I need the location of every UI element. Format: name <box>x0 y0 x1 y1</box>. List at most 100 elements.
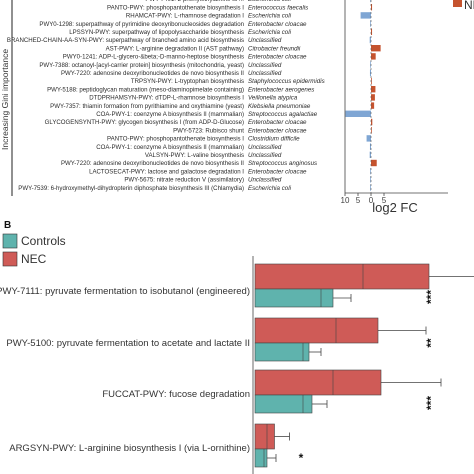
panel-a-pathway-label: COA-PWY-1: coenzyme A biosynthesis II (m… <box>96 111 244 118</box>
panel-a-bar <box>371 127 372 134</box>
panel-a-bar <box>360 12 371 19</box>
panel-a-bar <box>369 143 371 150</box>
panel-a-organism-label: Unclassified <box>248 62 282 69</box>
panel-a-pathway-label: AST-PWY: L-arginine degradation II (AST … <box>106 45 244 52</box>
panel-a-bar <box>370 20 371 27</box>
panel-a-organism-label: Enterobacter cloacae <box>248 54 307 61</box>
panel-a-pathway-label: PWY-5675: nitrate reduction V (assimilat… <box>124 177 244 184</box>
panel-a-pathway-label: BRANCHED-CHAIN-AA-SYN-PWY: superpathway … <box>7 37 244 44</box>
panel-a-bar <box>371 118 373 126</box>
panel-a-bar <box>371 86 376 93</box>
panel-b-significance: * <box>299 451 304 465</box>
panel-a-tick-label: 5 <box>382 196 387 205</box>
panel-a-pathway-label: TRPSYN-PWY: L-tryptophan biosynthesis <box>131 78 244 85</box>
panel-b-bar-controls <box>254 448 268 468</box>
panel-a-pathway-label: LACTOSECAT-PWY: lactose and galactose de… <box>89 168 244 175</box>
panel-a-pathway-label: PWY0-1298: superpathway of pyrimidine de… <box>39 21 244 28</box>
panel-a-organism-label: Unclassified <box>248 70 282 77</box>
legend-label-controls: Controls <box>21 234 66 248</box>
panel-a-bar <box>371 45 381 52</box>
panel-a-pathway-label: COA-PWY-1: coenzyme A biosynthesis II (m… <box>96 144 244 151</box>
panel-b-bar-controls <box>254 342 310 362</box>
panel-a-organism-label: Unclassified <box>248 152 282 159</box>
panel-a-bar <box>345 110 371 117</box>
panel-a-organism-label: Veillonella atypica <box>248 95 298 102</box>
panel-a-pathway-label: PWY0-1241: ADP-L-glycero-&beta;-D-manno-… <box>63 54 244 61</box>
panel-a-bar <box>366 135 371 142</box>
panel-a-pathway-label: LPSSYN-PWY: superpathway of lipopolysacc… <box>69 29 244 36</box>
panel-a-organism-label: Citrobacter freundii <box>248 45 301 52</box>
panel-b-category-label: FUCCAT-PWY: fucose degradation <box>102 389 250 400</box>
panel-a-organism-label: Unclassified <box>248 37 282 44</box>
panel-a-pathway-label: PWY-5188: peptidoglycan maturation (meso… <box>47 86 244 93</box>
panel-b-category-label: PWY-7111: pyruvate fermentation to isobu… <box>0 286 250 297</box>
panel-a-bar <box>371 28 373 35</box>
panel-a-tick-label: 10 <box>341 196 350 205</box>
panel-a-organism-label: Enterobacter cloacae <box>248 21 307 28</box>
panel-a-organism-label: Enterobacter cloacae <box>248 168 307 175</box>
panel-a-bar <box>371 53 376 60</box>
panel-a-organism-label: Klebsiella pneumoniae <box>248 103 311 110</box>
panel-a-bar <box>370 184 371 191</box>
panel-a-organism-label: Escherichia coli <box>248 0 292 3</box>
panel-a-bar <box>371 77 372 85</box>
panel-a-bar <box>371 102 375 109</box>
legend-swatch-nec <box>2 251 18 267</box>
panel-a-organism-label: Enterococcus faecalis <box>248 4 308 11</box>
panel-a-pathway-label: DTDPRHAMSYN-PWY: dTDP-L-rhamnose biosynt… <box>89 95 244 102</box>
panel-b-bar-nec <box>254 317 379 344</box>
panel-a-bar <box>370 61 371 68</box>
panel-a-bar <box>369 69 371 76</box>
panel-b-group: FUCCAT-PWY: fucose degradation *** <box>102 369 442 414</box>
panel-a-bar <box>370 176 371 183</box>
panel-a-organism-label: Streptococcus agalactiae <box>248 111 318 118</box>
legend-label-nec: NEC <box>21 252 47 266</box>
panel-b-group: ARGSYN-PWY: L-arginine biosynthesis I (v… <box>9 423 304 468</box>
panel-b-significance: *** <box>424 290 438 304</box>
panel-a-bar <box>371 94 375 101</box>
panel-b-group: PWY-5100: pyruvate fermentation to aceta… <box>6 317 438 362</box>
panel-a-bar <box>371 4 373 11</box>
panel-a-pathway-label: VALSYN-PWY: L-valine biosynthesis <box>145 152 244 159</box>
panel-a-organism-label: Staphylococcus epidermidis <box>248 78 325 85</box>
panel-a-pathway-label: PWY-7539: 6-hydroxymethyl-dihydropterin … <box>18 185 244 192</box>
panel-a-bar <box>369 36 371 44</box>
panel-a-organism-label: Enterobacter aerogenes <box>248 86 314 93</box>
panel-b-bar-controls <box>254 394 313 414</box>
panel-b-group: PWY-7111: pyruvate fermentation to isobu… <box>0 263 474 308</box>
panel-a-organism-label: Escherichia coli <box>248 13 292 20</box>
panel-a-pathway-label: PWY-7220: adenosine deoxyribonucleotides… <box>61 160 244 167</box>
panel-a-x-ticks: 10 5 0 5 <box>341 193 387 205</box>
panel-a-bar <box>370 0 371 3</box>
panel-a-organism-label: Unclassified <box>248 177 282 184</box>
panel-a-organism-label: Escherichia coli <box>248 185 292 192</box>
panel-a-bars <box>345 0 381 193</box>
panel-b-significance: ** <box>424 338 438 348</box>
panel-a-organism-label: Escherichia coli <box>248 29 292 36</box>
panel-a-tick-label: 0 <box>369 196 374 205</box>
panel-a-pathway-label: PWY-7357: thiamin formation from pyrithi… <box>50 103 244 110</box>
panel-a: Increasing Gini importance PWY-7401: 2-p… <box>0 0 474 215</box>
panel-a-bar <box>371 159 377 167</box>
panel-a-pathway-label: PWY-7401: 2-phenylethylamine to ... <box>145 0 244 3</box>
panel-a-bar <box>370 168 371 175</box>
panel-a-pathway-label: PWY-7220: adenosine deoxyribonucleotides… <box>61 70 244 77</box>
panel-b-bar-nec <box>254 263 430 290</box>
panel-a-tick-label: 5 <box>356 196 361 205</box>
panel-a-pathway-label: PWY-7388: octanoyl-[acyl-carrier protein… <box>39 62 244 69</box>
panel-b-category-label: PWY-5100: pyruvate fermentation to aceta… <box>6 338 250 349</box>
panel-b-groups: PWY-7111: pyruvate fermentation to isobu… <box>0 263 474 468</box>
panel-b-label: B <box>4 220 11 231</box>
panel-b: B Controls NEC PWY-7111: pyruvate fermen… <box>0 220 474 474</box>
panel-a-bar <box>369 151 371 158</box>
panel-b-significance: *** <box>424 396 438 410</box>
panel-b-category-label: ARGSYN-PWY: L-arginine biosynthesis I (v… <box>9 443 250 454</box>
panel-a-organism-label: Unclassified <box>248 144 282 151</box>
legend-swatch-nec-a <box>453 0 462 7</box>
panel-a-x-axis-label: log2 FC <box>372 200 418 215</box>
panel-a-organism-label: Streptococcus anginosus <box>248 160 317 167</box>
panel-a-pathway-label: PANTO-PWY: phosphopantothenate biosynthe… <box>107 136 244 143</box>
legend-label-nec-a: NEC <box>464 0 474 12</box>
panel-a-organism-label: Enterobacter cloacae <box>248 119 307 126</box>
